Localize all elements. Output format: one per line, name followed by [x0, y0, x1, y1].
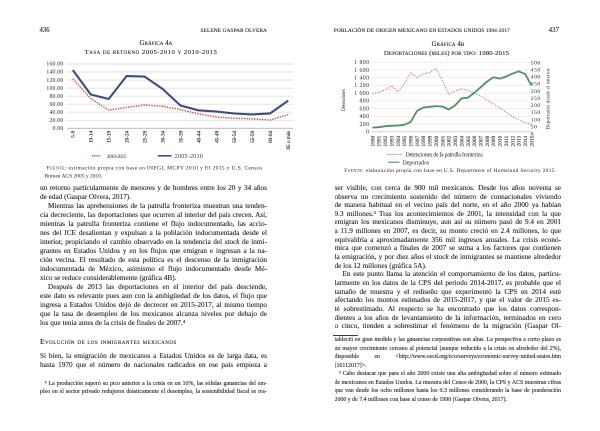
svg-text:1 200: 1 200	[354, 83, 369, 89]
svg-text:80.00: 80.00	[49, 94, 63, 100]
svg-text:15-19: 15-19	[107, 130, 113, 143]
svg-text:2000: 2000	[434, 135, 440, 146]
svg-text:Bureau ACS 2005 y 2010.: Bureau ACS 2005 y 2010.	[45, 173, 104, 179]
svg-text:1995: 1995	[402, 135, 408, 146]
svg-text:2015: 2015	[529, 135, 535, 146]
svg-text:0: 0	[531, 132, 534, 138]
svg-text:Deportados desde el interior: Deportados desde el interior	[546, 68, 552, 130]
svg-text:Fuente: elaboración propia con: Fuente: elaboración propia con base en U…	[344, 167, 556, 174]
svg-text:350: 350	[531, 82, 541, 88]
svg-text:1 400: 1 400	[354, 76, 369, 82]
svg-text:100.00: 100.00	[46, 86, 63, 92]
svg-text:1 800: 1 800	[354, 60, 369, 66]
svg-text:400: 400	[531, 75, 541, 81]
svg-text:200: 200	[359, 122, 369, 128]
svg-text:35-39: 35-39	[178, 130, 184, 143]
svg-text:2010: 2010	[498, 135, 504, 146]
svg-text:10-14: 10-14	[89, 130, 95, 143]
svg-text:1 600: 1 600	[354, 68, 369, 74]
svg-text:0: 0	[366, 130, 369, 136]
svg-text:40-44: 40-44	[196, 130, 202, 143]
svg-text:2002: 2002	[447, 135, 453, 146]
svg-text:1993: 1993	[389, 135, 395, 146]
svg-text:2009: 2009	[491, 135, 497, 146]
svg-text:600: 600	[359, 106, 369, 112]
svg-text:1994: 1994	[396, 135, 402, 146]
svg-text:250: 250	[531, 96, 541, 102]
svg-text:Fuente: estimación propia con: Fuente: estimación propia con base en IN…	[47, 166, 263, 172]
svg-text:2006: 2006	[472, 135, 478, 146]
svg-text:2008: 2008	[485, 135, 491, 146]
svg-text:500: 500	[531, 60, 541, 66]
svg-text:45-49: 45-49	[214, 130, 220, 143]
svg-text:300: 300	[531, 89, 541, 95]
svg-text:50: 50	[531, 125, 538, 131]
svg-text:1999: 1999	[428, 135, 434, 146]
svg-text:2010-2015: 2010-2015	[107, 154, 127, 160]
svg-text:140.00: 140.00	[46, 70, 63, 76]
svg-text:150: 150	[531, 110, 541, 116]
svg-text:1996: 1996	[409, 135, 415, 146]
svg-text:1 000: 1 000	[354, 91, 369, 97]
svg-text:2011: 2011	[504, 135, 510, 146]
svg-text:2005-2010: 2005-2010	[175, 154, 203, 160]
svg-text:5-9: 5-9	[71, 130, 77, 137]
svg-text:2003: 2003	[453, 135, 459, 146]
svg-text:2014: 2014	[523, 135, 529, 146]
svg-text:Detenciones: Detenciones	[342, 89, 347, 111]
svg-text:1991: 1991	[377, 135, 383, 146]
svg-text:200: 200	[531, 103, 541, 109]
svg-text:1990: 1990	[370, 135, 376, 146]
svg-text:160.00: 160.00	[46, 62, 63, 68]
svg-text:60-64: 60-64	[268, 130, 274, 143]
svg-text:2001: 2001	[440, 135, 446, 146]
svg-text:60.00: 60.00	[49, 102, 63, 108]
svg-text:1998: 1998	[421, 135, 427, 146]
svg-text:120.00: 120.00	[46, 78, 63, 84]
svg-text:0.00: 0.00	[53, 126, 64, 132]
svg-text:Deportados: Deportados	[403, 161, 430, 167]
svg-text:450: 450	[531, 67, 541, 73]
svg-text:2013: 2013	[517, 135, 523, 146]
svg-text:400: 400	[359, 114, 369, 120]
svg-text:2004: 2004	[459, 135, 465, 146]
svg-text:1992: 1992	[383, 135, 389, 146]
svg-text:25-29: 25-29	[143, 130, 149, 143]
svg-text:2012: 2012	[510, 135, 516, 146]
svg-text:50-54: 50-54	[232, 130, 238, 143]
svg-text:40.00: 40.00	[49, 110, 63, 116]
svg-text:1997: 1997	[415, 135, 421, 146]
svg-text:20-24: 20-24	[125, 130, 131, 143]
svg-text:65 o más: 65 o más	[286, 131, 292, 150]
svg-text:2007: 2007	[479, 135, 485, 146]
svg-text:800: 800	[359, 99, 369, 105]
svg-text:55-59: 55-59	[250, 130, 256, 143]
svg-text:20.00: 20.00	[49, 118, 63, 124]
svg-text:2005: 2005	[466, 135, 472, 146]
svg-text:Detenciones de la patrulla fro: Detenciones de la patrulla fronteriza	[406, 152, 484, 159]
svg-text:100: 100	[531, 117, 541, 123]
svg-text:30-34: 30-34	[160, 130, 166, 143]
